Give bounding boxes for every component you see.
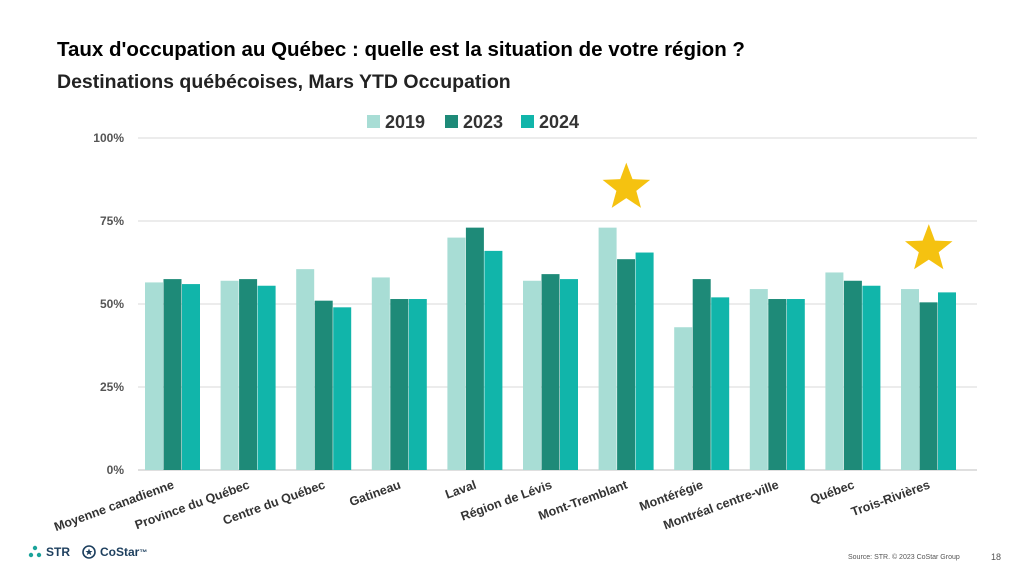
legend-swatch	[445, 115, 458, 128]
legend-label: 2023	[463, 112, 503, 132]
bar-2023	[163, 279, 182, 470]
bar-2024	[862, 285, 881, 470]
costar-trademark: ™	[139, 547, 148, 557]
bar-2019	[825, 272, 844, 470]
legend-label: 2019	[385, 112, 425, 132]
page-number: 18	[991, 552, 1002, 562]
y-tick-label: 50%	[100, 297, 124, 311]
bar-2024	[711, 297, 730, 470]
bar-2019	[296, 269, 315, 470]
bar-2019	[598, 227, 617, 470]
costar-logo-text: CoStar	[100, 545, 140, 559]
y-tick-label: 100%	[93, 131, 124, 145]
str-logo-text: STR	[46, 545, 70, 559]
page-title: Taux d'occupation au Québec : quelle est…	[57, 38, 745, 61]
bar-2024	[635, 252, 654, 470]
star-icon	[905, 224, 953, 270]
bar-2019	[523, 280, 541, 470]
y-tick-label: 0%	[107, 463, 125, 477]
star-icon	[602, 162, 651, 208]
annotations	[602, 162, 953, 270]
bar-2024	[560, 279, 578, 470]
category-label: Gatineau	[348, 478, 403, 509]
bar-2023	[692, 279, 711, 470]
category-label: Trois-Rivières	[849, 478, 932, 519]
bar-2024	[257, 285, 276, 470]
source-note: Source: STR. © 2023 CoStar Group	[848, 554, 960, 561]
category-label: Laval	[443, 478, 478, 502]
bar-2019	[220, 280, 239, 470]
y-tick-label: 25%	[100, 380, 124, 394]
bar-2023	[541, 274, 560, 470]
bar-2023	[314, 300, 333, 470]
bar-2023	[768, 299, 787, 470]
bar-2024	[938, 292, 956, 470]
category-label: Québec	[808, 478, 856, 507]
bar-2023	[843, 280, 862, 470]
bars	[145, 227, 956, 470]
bar-2019	[447, 237, 466, 470]
bar-2024	[408, 299, 427, 470]
bar-2019	[901, 289, 919, 470]
bar-2023	[465, 227, 484, 470]
category-label: Moyenne canadienne	[52, 478, 176, 534]
bar-2019	[749, 289, 768, 470]
costar-logo-icon	[82, 545, 96, 559]
bar-2019	[674, 327, 693, 470]
bar-2024	[182, 284, 200, 470]
legend: 2019 2023 2024	[367, 112, 579, 132]
legend-swatch	[367, 115, 380, 128]
y-tick-label: 75%	[100, 214, 124, 228]
bar-2023	[617, 259, 636, 470]
footer-logos: STR CoStar ™	[28, 545, 147, 559]
page-subtitle: Destinations québécoises, Mars YTD Occup…	[57, 71, 511, 93]
bar-2024	[786, 299, 805, 470]
legend-swatch	[521, 115, 534, 128]
bar-2023	[390, 299, 409, 470]
str-logo-icon	[28, 545, 42, 559]
bar-2024	[333, 307, 352, 470]
bar-2019	[145, 282, 163, 470]
bar-2023	[239, 279, 258, 470]
legend-label: 2024	[539, 112, 579, 132]
bar-2023	[919, 302, 938, 470]
bar-2019	[371, 277, 390, 470]
bar-2024	[484, 250, 503, 470]
